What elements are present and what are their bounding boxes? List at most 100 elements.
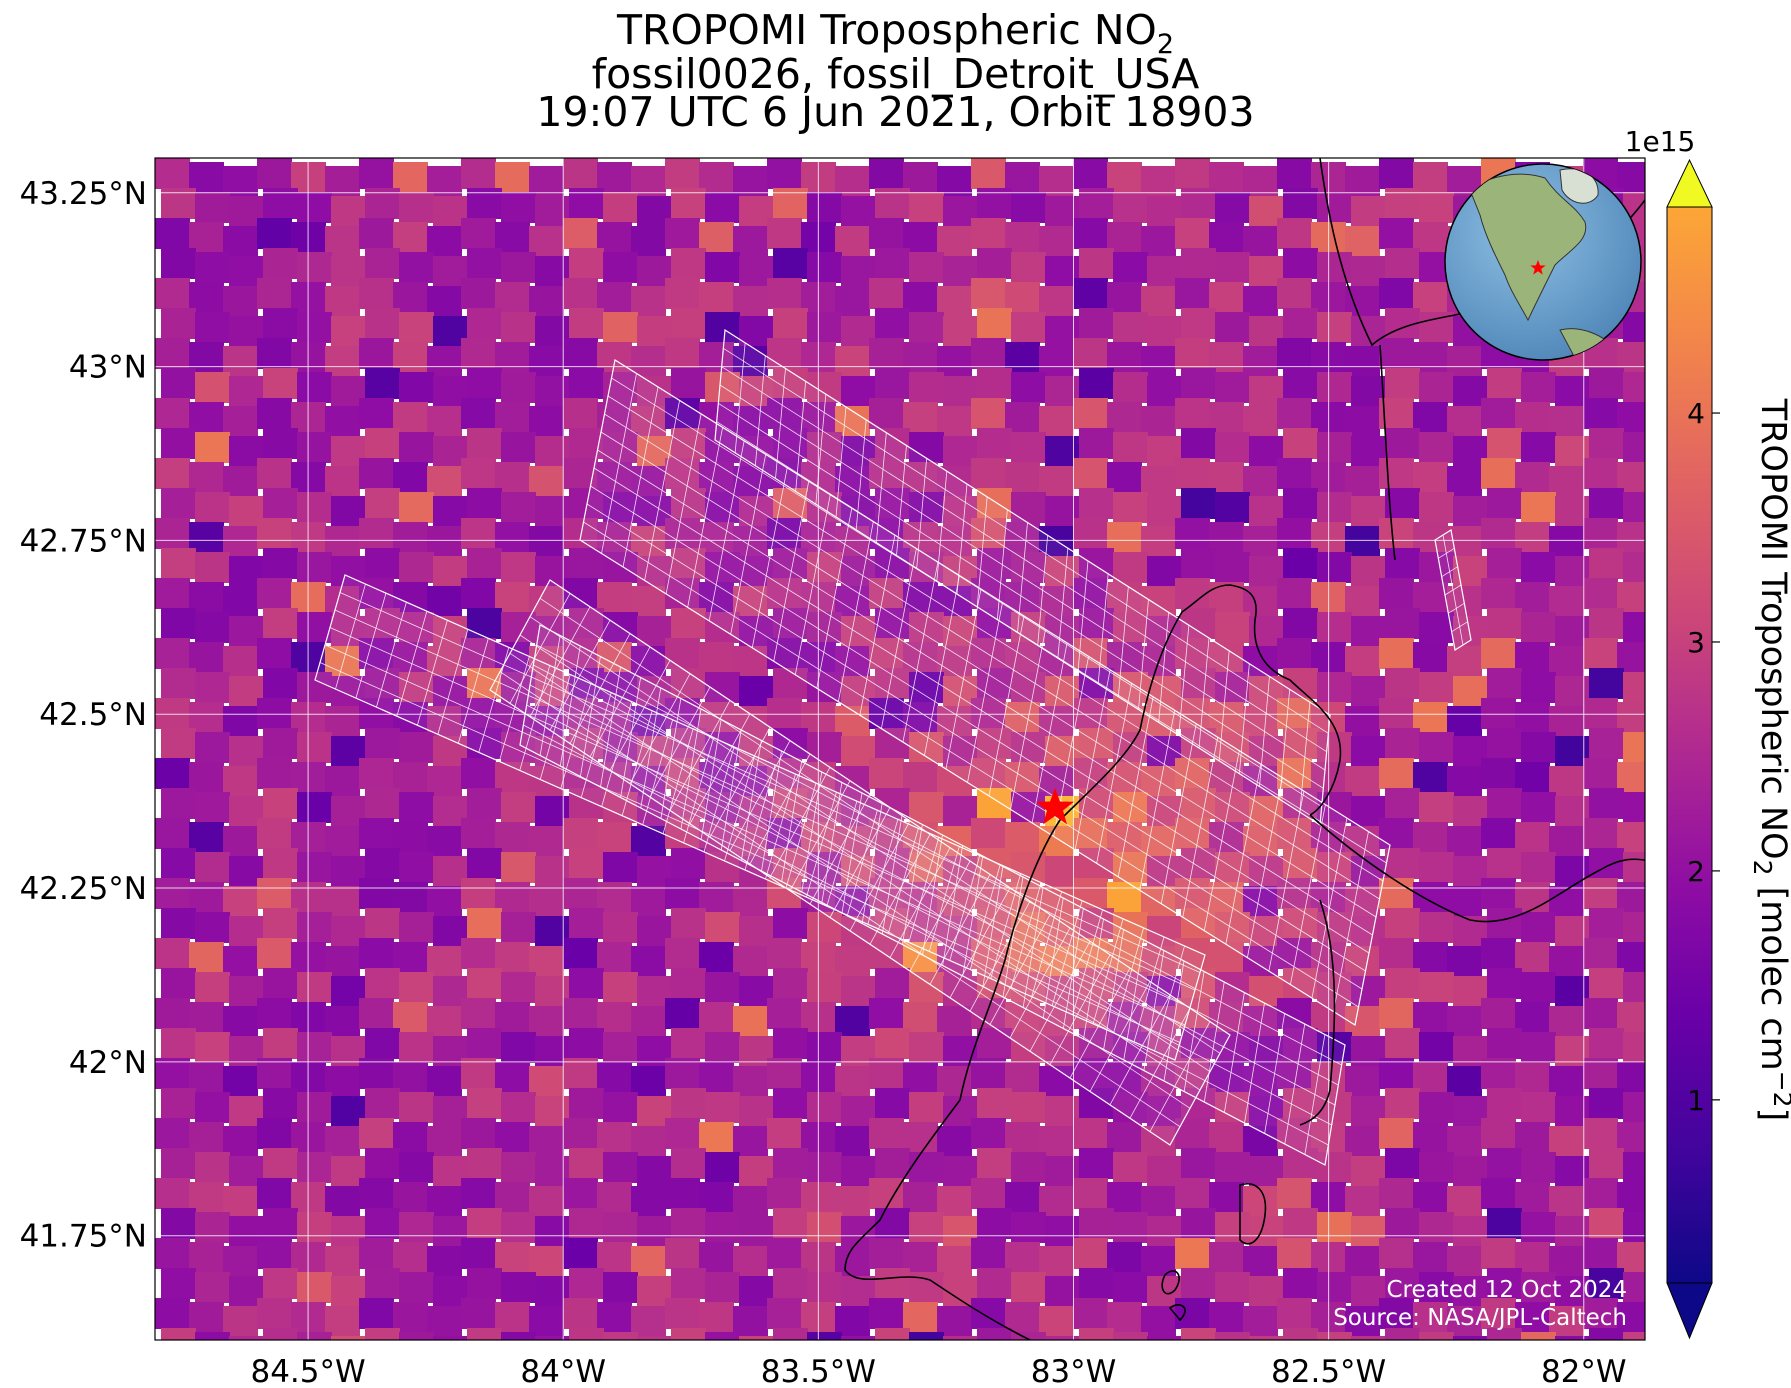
no2-pixel — [1583, 1178, 1618, 1209]
no2-pixel — [699, 282, 734, 313]
no2-pixel — [597, 1182, 632, 1213]
no2-pixel — [1419, 852, 1454, 883]
no2-pixel — [699, 222, 734, 253]
no2-pixel — [1141, 1006, 1176, 1037]
no2-pixel — [1283, 1208, 1318, 1239]
no2-pixel — [535, 1336, 570, 1340]
no2-pixel — [1623, 1212, 1645, 1243]
no2-pixel — [977, 548, 1012, 579]
no2-pixel — [1107, 342, 1142, 373]
no2-pixel — [1419, 1032, 1454, 1063]
no2-pixel — [977, 608, 1012, 639]
no2-pixel — [807, 672, 842, 703]
no2-pixel — [223, 1306, 258, 1337]
no2-pixel — [223, 1126, 258, 1157]
no2-pixel — [671, 1088, 706, 1119]
no2-pixel — [807, 252, 842, 283]
no2-pixel — [297, 552, 332, 583]
no2-pixel — [501, 732, 536, 763]
no2-pixel — [1487, 1148, 1522, 1179]
no2-pixel — [699, 942, 734, 973]
no2-pixel — [263, 1088, 298, 1119]
no2-pixel — [937, 346, 972, 377]
no2-pixel — [529, 1306, 564, 1337]
no2-pixel — [1243, 286, 1278, 317]
no2-pixel — [1011, 1212, 1046, 1243]
no2-pixel — [1447, 406, 1482, 437]
no2-pixel — [161, 728, 196, 759]
colorbar-gradient — [1666, 206, 1713, 1284]
no2-pixel — [563, 1178, 598, 1209]
no2-pixel — [1113, 372, 1148, 403]
no2-pixel — [155, 1118, 190, 1149]
no2-pixel — [1589, 428, 1624, 459]
no2-pixel — [603, 312, 638, 343]
no2-pixel — [155, 1178, 190, 1209]
no2-pixel — [1005, 1302, 1040, 1333]
no2-pixel — [1583, 1238, 1618, 1269]
no2-pixel — [1277, 278, 1312, 309]
no2-pixel — [461, 218, 496, 249]
no2-pixel — [569, 728, 604, 759]
no2-pixel — [1487, 908, 1522, 939]
no2-pixel — [1481, 1058, 1516, 1089]
coastline-islands — [1161, 1183, 1267, 1322]
no2-pixel — [155, 818, 190, 849]
no2-pixel — [263, 248, 298, 279]
gridlines — [155, 158, 1645, 1340]
no2-pixel — [1549, 466, 1584, 497]
no2-pixel — [937, 406, 972, 437]
no2-pixel — [699, 462, 734, 493]
swath-gridline — [509, 653, 1191, 1109]
no2-pixel — [807, 552, 842, 583]
no2-pixel — [977, 368, 1012, 399]
no2-pixel — [427, 1006, 462, 1037]
no2-pixel — [1317, 1272, 1352, 1303]
no2-pixel — [1107, 522, 1142, 553]
no2-pixel — [1447, 1126, 1482, 1157]
no2-pixel — [1215, 432, 1250, 463]
no2-pixel — [495, 1062, 530, 1093]
no2-pixel — [671, 788, 706, 819]
no2-pixel — [1039, 166, 1074, 197]
no2-pixel — [223, 526, 258, 557]
no2-pixel — [325, 1306, 360, 1337]
no2-pixel — [1175, 518, 1210, 549]
no2-pixel — [1113, 1272, 1148, 1303]
no2-pixel — [869, 1058, 904, 1089]
no2-pixel — [1379, 278, 1414, 309]
no2-pixel — [937, 286, 972, 317]
no2-pixel — [563, 878, 598, 909]
no2-pixel — [869, 1238, 904, 1269]
no2-pixel — [807, 912, 842, 943]
no2-pixel — [1209, 1182, 1244, 1213]
no2-pixel — [257, 518, 292, 549]
swath-gridline — [586, 503, 1363, 990]
no2-pixel — [1487, 428, 1522, 459]
no2-pixel — [263, 668, 298, 699]
no2-pixel — [359, 458, 394, 489]
no2-pixel — [359, 398, 394, 429]
no2-pixel — [869, 338, 904, 369]
no2-pixel — [767, 638, 802, 669]
no2-pixel — [297, 252, 332, 283]
no2-pixel — [665, 338, 700, 369]
no2-pixel — [603, 972, 638, 1003]
no2-pixel — [1623, 312, 1645, 343]
no2-pixel — [529, 346, 564, 377]
no2-pixel — [705, 1152, 740, 1183]
no2-pixel — [1005, 1062, 1040, 1093]
no2-pixel — [495, 1002, 530, 1033]
no2-pixel — [597, 282, 632, 313]
no2-pixel — [501, 192, 536, 223]
no2-pixel — [1209, 642, 1244, 673]
no2-pixel — [1277, 578, 1312, 609]
colorbar-tick-label: 4 — [1687, 397, 1705, 430]
no2-pixel — [1623, 1152, 1645, 1183]
no2-pixel — [297, 492, 332, 523]
no2-pixel — [1487, 368, 1522, 399]
no2-pixel — [631, 1066, 666, 1097]
no2-pixel — [189, 1362, 224, 1388]
no2-pixel — [977, 1328, 1012, 1340]
no2-pixel — [1583, 1298, 1618, 1329]
